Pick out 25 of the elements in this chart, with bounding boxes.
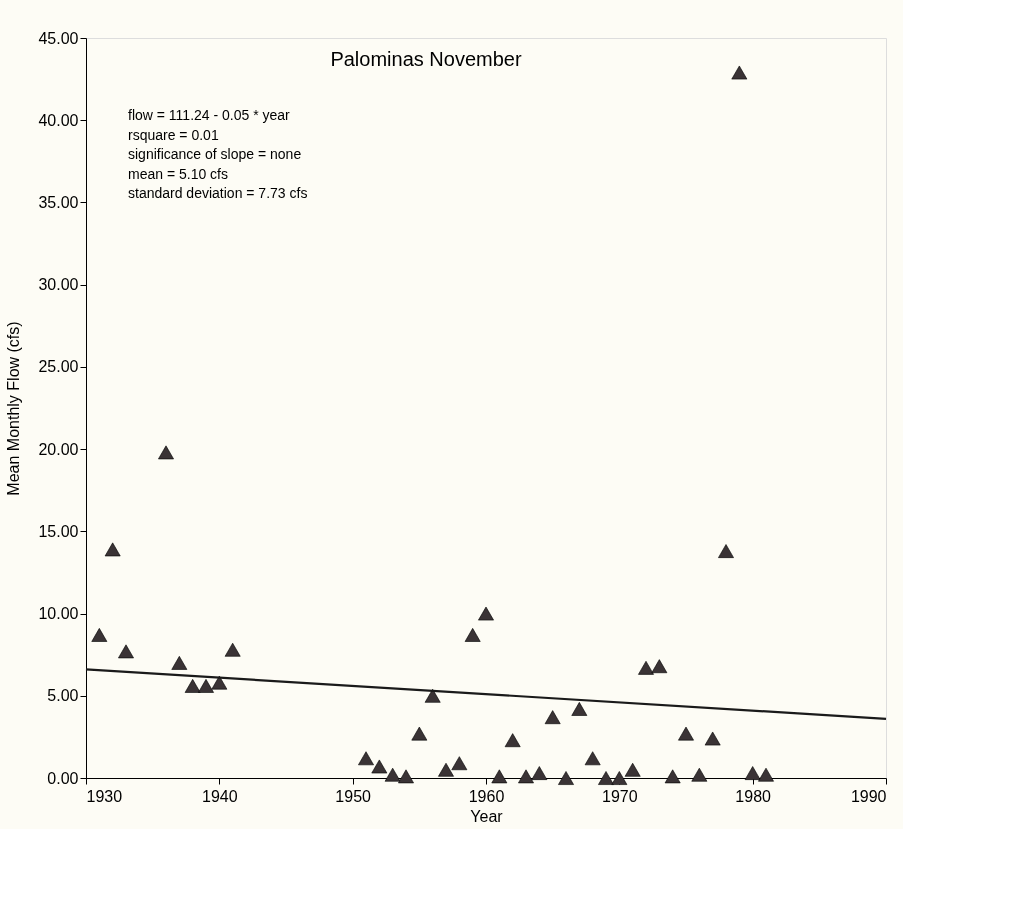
- y-axis-title: Mean Monthly Flow (cfs): [5, 321, 23, 496]
- y-tick-label: 5.00: [47, 687, 79, 705]
- x-tick-label: 1960: [468, 787, 505, 805]
- annotation: rsquare = 0.01: [128, 126, 219, 143]
- y-tick-label: 10.00: [38, 605, 79, 623]
- y-tick-label: 25.00: [38, 358, 79, 376]
- annotation: significance of slope = none: [128, 146, 302, 162]
- y-tick-label: 0.00: [47, 769, 79, 787]
- x-tick-label: 1930: [86, 787, 123, 805]
- x-tick-label: 1970: [602, 787, 638, 805]
- x-tick-label: 1980: [735, 787, 772, 805]
- x-tick-label: 1990: [850, 787, 887, 805]
- y-tick-label: 35.00: [38, 193, 79, 211]
- y-tick-label: 45.00: [38, 29, 79, 47]
- text: Palominas November: [330, 48, 522, 70]
- x-axis-title: Year: [470, 807, 504, 825]
- y-tick-label: 15.00: [38, 522, 79, 540]
- annotation: standard deviation = 7.73 cfs: [128, 185, 308, 201]
- annotation: flow = 111.24 - 0.05 * year: [128, 107, 291, 123]
- x-tick-label: 1940: [202, 787, 238, 805]
- annotation: mean = 5.10 cfs: [128, 165, 229, 182]
- y-tick-label: 40.00: [38, 111, 79, 129]
- y-tick-label: 20.00: [38, 440, 79, 458]
- y-tick-label: 30.00: [38, 276, 79, 294]
- x-tick-label: 1950: [335, 787, 372, 805]
